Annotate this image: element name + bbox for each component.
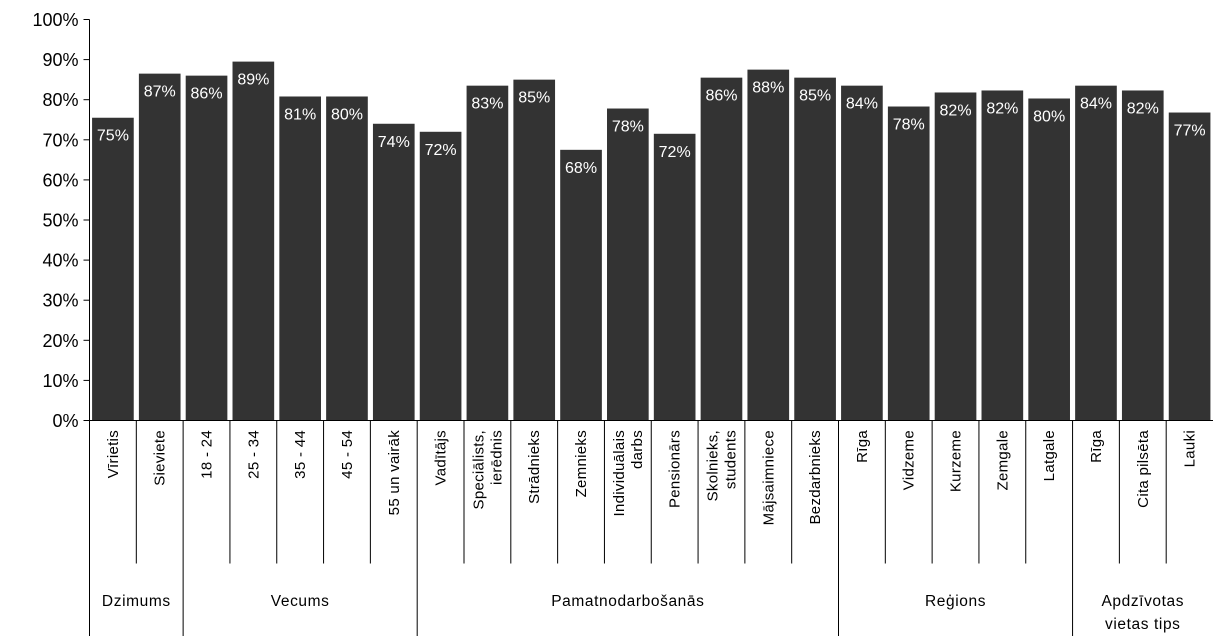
bar: [653, 133, 696, 421]
category-label: Cita pilsēta: [1135, 430, 1152, 508]
y-axis: 0% 10% 20% 30% 40% 50% 60% 70% 80% 90% 100%: [32, 10, 90, 636]
y-tick-label: 90%: [42, 50, 78, 70]
data-label: 85%: [799, 88, 831, 105]
data-label: 80%: [331, 106, 363, 123]
bar: [185, 75, 228, 421]
bar: [934, 92, 977, 421]
bar: [841, 85, 883, 421]
bar: [1168, 112, 1211, 421]
y-tick-label: 0%: [52, 411, 78, 431]
bar: [981, 90, 1024, 421]
bar: [92, 117, 134, 421]
bar: [232, 61, 275, 421]
bar: [513, 79, 556, 421]
category-label: 18 - 24: [199, 430, 216, 479]
data-label: 83%: [471, 96, 503, 113]
data-label: 89%: [237, 72, 269, 89]
data-label: 72%: [425, 142, 457, 159]
category-label: darbs: [629, 430, 646, 469]
y-tick-label: 70%: [42, 130, 78, 150]
data-label: 86%: [191, 86, 223, 103]
category-label: students: [722, 430, 739, 489]
data-label: 78%: [612, 119, 644, 136]
category-label: Individuālais: [611, 430, 628, 516]
group-label: Apdzīvotas: [1101, 593, 1184, 610]
data-label: 82%: [986, 100, 1018, 117]
data-label: 80%: [1033, 108, 1065, 125]
y-tick-label: 80%: [42, 90, 78, 110]
bar: [1075, 85, 1117, 421]
y-tick-label: 20%: [42, 331, 78, 351]
category-label: Pensionārs: [667, 430, 684, 508]
bar: [1028, 98, 1070, 421]
category-label: 35 - 44: [292, 430, 309, 479]
y-tick-label: 10%: [42, 371, 78, 391]
category-label: Skolnieks,: [704, 430, 721, 501]
category-label: Mājsaimniece: [760, 430, 777, 525]
category-label: Bezdarbnieks: [807, 430, 824, 525]
data-label: 74%: [378, 134, 410, 151]
data-label: 77%: [1174, 123, 1206, 140]
category-label: Lauki: [1182, 430, 1199, 467]
bar: [607, 108, 649, 421]
data-label: 68%: [565, 160, 597, 177]
bar: [560, 149, 602, 421]
bars: 75% 87% 86% 89% 81% 80% 74% 72% 83% 85% 68% 78% 72% 8…: [92, 61, 1211, 421]
data-label: 85%: [518, 90, 550, 107]
data-label: 82%: [940, 102, 972, 119]
group-label: Dzimums: [102, 593, 171, 610]
data-label: 87%: [144, 84, 176, 101]
bar: [326, 96, 368, 421]
bar: [372, 123, 415, 421]
bar: [700, 77, 743, 421]
data-label: 81%: [284, 106, 316, 123]
y-tick-label: 50%: [42, 211, 78, 231]
bar: [279, 96, 321, 421]
y-tick-label: 60%: [42, 170, 78, 190]
category-label: ierēdnis: [488, 430, 505, 485]
category-label: 45 - 54: [339, 430, 356, 479]
category-label: Kurzeme: [948, 430, 965, 492]
group-label: Pamatnodarbošanās: [551, 593, 704, 610]
y-tick-label: 40%: [42, 251, 78, 271]
data-label: 84%: [846, 96, 878, 113]
data-label: 75%: [97, 128, 129, 145]
category-label: Sieviete: [152, 430, 169, 486]
bar: [794, 77, 836, 421]
y-tick-label: 100%: [32, 10, 78, 30]
x-axis: Vīrietis Sieviete 18 - 24 25 - 34 35 - 44 45 …: [89, 420, 1213, 636]
data-label: 82%: [1127, 100, 1159, 117]
category-label: Strādnieks: [526, 430, 543, 504]
bar: [138, 73, 181, 421]
group-label: Vecums: [271, 593, 330, 610]
category-label: Rīga: [1088, 430, 1105, 463]
category-label: Zemgale: [994, 430, 1011, 490]
category-label: 55 un vairāk: [386, 430, 403, 516]
category-label: Latgale: [1041, 430, 1058, 481]
bar: [419, 131, 462, 421]
bar: [466, 85, 509, 421]
data-label: 78%: [893, 117, 925, 134]
category-label: Vidzeme: [901, 430, 918, 490]
bar: [887, 106, 930, 421]
group-label: vietas tips: [1105, 616, 1181, 633]
group-label: Reģions: [925, 593, 986, 610]
data-label: 84%: [1080, 96, 1112, 113]
category-label: Vadītājs: [433, 430, 450, 486]
bar: [1121, 90, 1164, 421]
data-label: 86%: [705, 88, 737, 105]
data-label: 88%: [752, 80, 784, 97]
category-label: Vīrietis: [105, 430, 122, 478]
y-tick-label: 30%: [42, 291, 78, 311]
bar: [747, 69, 790, 421]
data-label: 72%: [659, 144, 691, 161]
category-label: Speciālists,: [470, 430, 487, 509]
category-label: Rīga: [854, 430, 871, 463]
category-label: 25 - 34: [245, 430, 262, 479]
category-label: Zemnieks: [573, 430, 590, 497]
